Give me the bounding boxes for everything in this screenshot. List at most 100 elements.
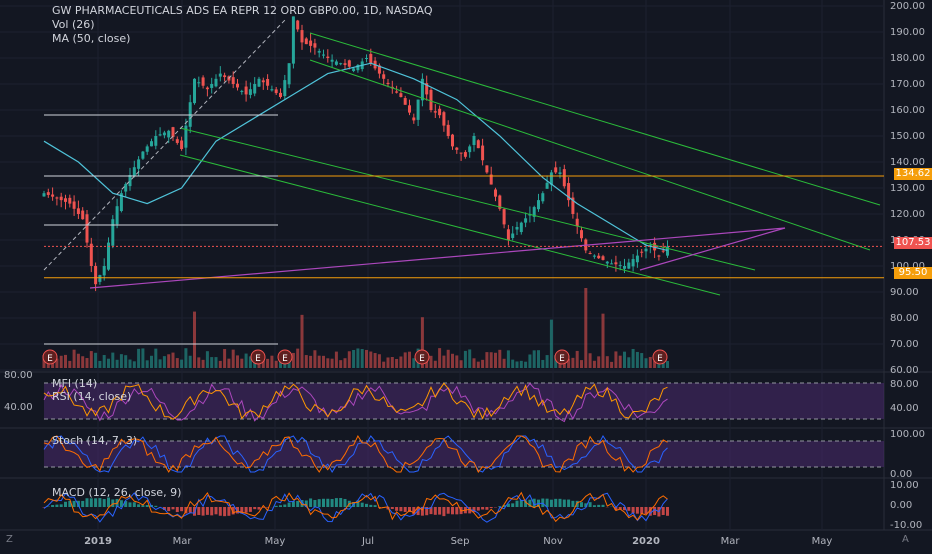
candle-body xyxy=(275,89,278,93)
volume-bar xyxy=(150,356,153,368)
candle-body xyxy=(133,167,136,176)
zoom-reset-icon[interactable]: Z xyxy=(6,534,13,545)
price-tick-label: 140.00 xyxy=(890,157,925,168)
candle-body xyxy=(176,139,179,143)
volume-bar xyxy=(524,362,527,368)
macd-histogram-bar xyxy=(511,503,514,507)
candle-body xyxy=(258,79,261,87)
volume-bar xyxy=(361,349,364,368)
earnings-marker-label: E xyxy=(559,354,565,364)
volume-bar xyxy=(627,357,630,368)
candle-body xyxy=(434,111,437,112)
macd-histogram-bar xyxy=(111,499,114,507)
macd-histogram-bar xyxy=(322,499,325,507)
candle-body xyxy=(180,141,183,149)
volume-bar xyxy=(580,360,583,368)
candle-body xyxy=(279,93,282,97)
candle-body xyxy=(331,60,334,62)
mfi-legend: MFI (14) xyxy=(52,377,97,391)
volume-bar xyxy=(498,350,501,368)
volume-bar xyxy=(528,354,531,368)
volume-bar xyxy=(309,356,312,368)
stoch-legend: Stoch (14, 7, 3) xyxy=(52,434,137,448)
macd-histogram-bar xyxy=(434,507,437,515)
candle-body xyxy=(537,200,540,209)
price-tick-label: 150.00 xyxy=(890,131,925,142)
macd-histogram-bar xyxy=(288,503,291,507)
volume-bar xyxy=(610,362,613,368)
candle-body xyxy=(404,98,407,105)
volume-bar xyxy=(116,360,119,368)
macd-histogram-bar xyxy=(339,498,342,507)
candle-body xyxy=(589,253,592,254)
candle-body xyxy=(236,84,239,88)
earnings-marker-label: E xyxy=(255,354,261,364)
volume-bar xyxy=(331,359,334,368)
candle-body xyxy=(473,136,476,145)
volume-bar xyxy=(180,360,183,368)
macd-histogram-bar xyxy=(627,507,630,511)
macd-histogram-bar xyxy=(365,504,368,507)
time-tick-label: May xyxy=(265,536,286,547)
volume-bar xyxy=(606,356,609,368)
volume-bar xyxy=(546,355,549,368)
candle-body xyxy=(301,30,304,42)
volume-bar xyxy=(154,349,157,368)
candle-body xyxy=(215,79,218,87)
macd-histogram-bar xyxy=(206,507,209,515)
candle-body xyxy=(245,87,248,95)
volume-bar xyxy=(584,288,587,368)
macd-histogram-bar xyxy=(223,507,226,516)
volume-bar xyxy=(94,353,97,368)
volume-bar xyxy=(172,353,175,368)
volume-bar xyxy=(236,355,239,368)
candle-body xyxy=(559,172,562,174)
volume-bar xyxy=(640,353,643,368)
volume-bar xyxy=(481,360,484,368)
volume-bar xyxy=(305,355,308,368)
volume-bar xyxy=(507,350,510,368)
volume-bar xyxy=(537,350,540,368)
macd-histogram-bar xyxy=(51,505,54,507)
volume-bar xyxy=(193,312,196,368)
candle-body xyxy=(399,93,402,97)
candle-body xyxy=(348,60,351,66)
candle-body xyxy=(546,183,549,189)
macd-histogram-bar xyxy=(154,506,157,507)
price-tick-label: 60.00 xyxy=(890,365,919,376)
candle-body xyxy=(412,117,415,120)
volume-bar xyxy=(464,351,467,368)
volume-bar xyxy=(356,348,359,368)
indicator-tick-label: 0.00 xyxy=(890,469,912,480)
candle-body xyxy=(210,84,213,88)
volume-bar xyxy=(365,350,368,368)
candle-body xyxy=(369,54,372,63)
macd-histogram-bar xyxy=(137,504,140,507)
volume-bar xyxy=(404,352,407,368)
volume-bar xyxy=(301,315,304,368)
candle-body xyxy=(395,91,398,92)
candle-body xyxy=(520,223,523,232)
macd-histogram-bar xyxy=(455,507,458,514)
indicator-tick-label: 40.00 xyxy=(4,402,33,413)
candle-body xyxy=(511,234,514,238)
candle-body xyxy=(159,134,162,135)
macd-histogram-bar xyxy=(146,505,149,507)
volume-bar xyxy=(387,357,390,368)
macd-histogram-bar xyxy=(219,507,222,516)
volume-bar xyxy=(189,356,192,368)
macd-histogram-bar xyxy=(550,500,553,507)
auto-scale-icon[interactable]: A xyxy=(902,534,909,545)
price-tick-label: 170.00 xyxy=(890,79,925,90)
candle-body xyxy=(339,63,342,64)
macd-histogram-bar xyxy=(245,507,248,513)
candle-body xyxy=(464,152,467,157)
macd-histogram-bar xyxy=(275,506,278,507)
volume-bar xyxy=(120,354,123,368)
volume-bar xyxy=(408,352,411,368)
candle-body xyxy=(60,197,63,200)
candle-body xyxy=(468,146,471,152)
candle-body xyxy=(335,61,338,64)
